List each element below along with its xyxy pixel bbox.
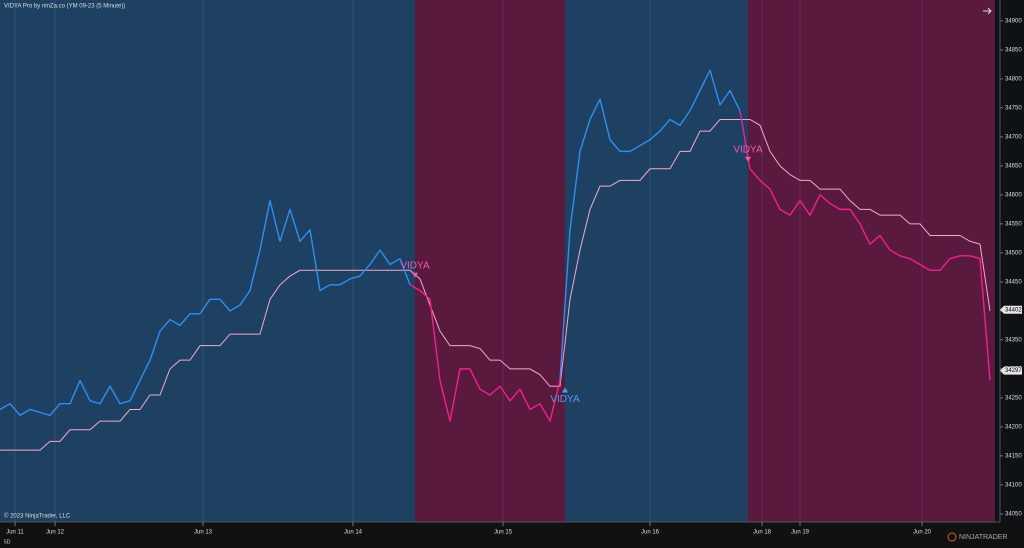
x-tick-label: Jun 16: [641, 530, 660, 536]
session-region: [0, 0, 415, 522]
vidya-line: [0, 118, 991, 451]
price-line: [739, 110, 991, 381]
y-tick-label: 34250: [1005, 395, 1022, 401]
session-region: [415, 0, 565, 522]
y-tick-label: 34050: [1005, 511, 1022, 517]
signal-label: VIDYA: [550, 394, 580, 405]
copyright: © 2023 NinjaTrader, LLC: [4, 513, 71, 520]
y-tick-label: 34150: [1005, 453, 1022, 459]
y-tick-label: 34100: [1005, 482, 1022, 488]
x-tick-label: Jun 12: [46, 530, 65, 536]
y-tick-label: 34350: [1005, 337, 1022, 343]
price-badge-label: 34297: [1005, 368, 1022, 374]
x-tick-label: Jun 14: [344, 530, 363, 536]
x-tick-label: Jun 20: [913, 530, 932, 536]
y-tick-label: 34750: [1005, 105, 1022, 111]
x-tick-label: Jun 11: [6, 530, 24, 536]
x-tick-label: Jun 19: [791, 530, 810, 536]
price-line: [559, 69, 741, 381]
y-tick-label: 34500: [1005, 250, 1022, 256]
price-badge-label: 34402: [1005, 307, 1022, 313]
session-region: [565, 0, 748, 522]
y-tick-label: 34700: [1005, 134, 1022, 140]
signal-arrow: [412, 272, 418, 278]
price-badge: [1000, 305, 1022, 314]
x-axis-strip: [0, 522, 1024, 548]
price-badge: [1000, 366, 1022, 375]
chart-title: VIDYA Pro by ninZa.co (YM 09-23 (5 Minut…: [4, 4, 125, 10]
x-tick-label: Jun 18: [753, 530, 772, 536]
y-tick-label: 34450: [1005, 279, 1022, 285]
timeframe: 5D: [4, 539, 11, 545]
signal-label: VIDYA: [733, 144, 763, 155]
y-tick-label: 34600: [1005, 192, 1022, 198]
y-tick-label: 34550: [1005, 221, 1022, 227]
y-tick-label: 34850: [1005, 47, 1022, 53]
x-tick-label: Jun 13: [194, 530, 213, 536]
expand-arrow[interactable]: [983, 7, 992, 15]
y-tick-label: 34800: [1005, 76, 1022, 82]
plot-area: [0, 0, 995, 522]
session-region: [748, 0, 995, 522]
brand-icon: [947, 532, 957, 542]
price-line: [0, 199, 411, 416]
x-tick-label: Jun 15: [494, 530, 513, 536]
brand: NINJATRADER: [959, 534, 1007, 541]
y-tick-label: 34900: [1005, 18, 1022, 24]
y-tick-label: 34650: [1005, 163, 1022, 169]
signal-arrow: [562, 387, 568, 393]
price-line: [409, 284, 561, 422]
signal-arrow: [745, 156, 751, 162]
y-tick-label: 34200: [1005, 424, 1022, 430]
signal-label: VIDYA: [400, 260, 430, 271]
